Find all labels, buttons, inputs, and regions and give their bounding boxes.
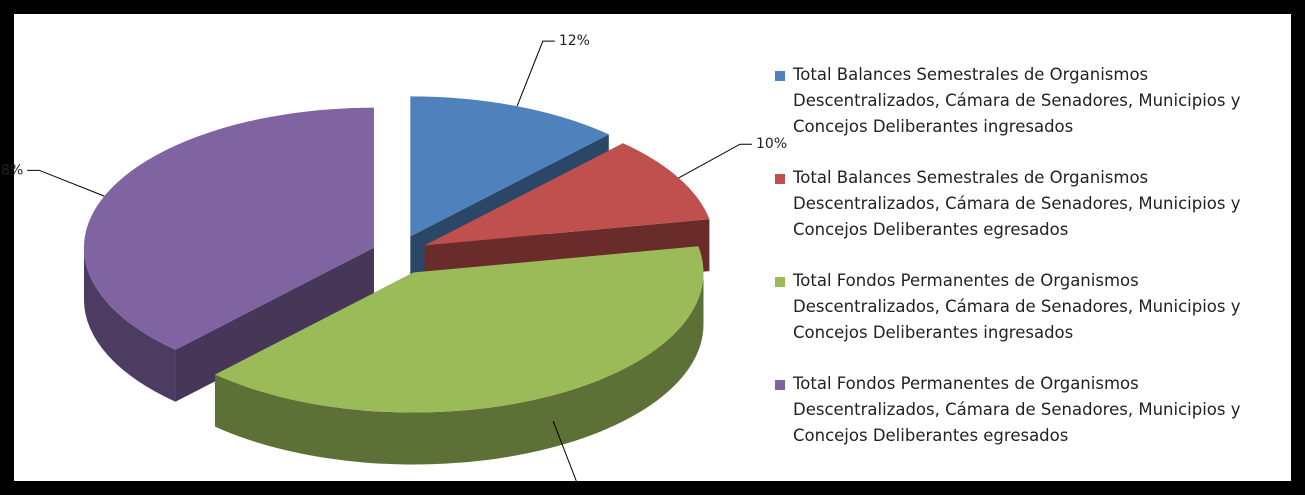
slice-wall bbox=[214, 272, 704, 465]
legend-swatch bbox=[775, 277, 785, 287]
slice bbox=[410, 96, 609, 237]
legend-swatch bbox=[775, 174, 785, 184]
data-label: 10% bbox=[756, 136, 787, 152]
legend-label: Total Balances Semestrales de Organismos… bbox=[793, 168, 1241, 239]
legend-entry: Total Fondos Permanentes de Organismos D… bbox=[775, 371, 1285, 449]
legend-entry: Total Balances Semestrales de Organismos… bbox=[775, 62, 1285, 140]
tops bbox=[83, 96, 710, 413]
slice-side bbox=[175, 247, 374, 402]
data-label: 12% bbox=[559, 33, 590, 49]
legend-swatch bbox=[775, 380, 785, 390]
outer bbox=[83, 247, 704, 465]
leader-line bbox=[552, 421, 583, 495]
legend: Total Balances Semestrales de Organismos… bbox=[775, 62, 1285, 474]
slice bbox=[214, 246, 704, 413]
labels: 12%10%40%38% bbox=[0, 33, 787, 495]
legend-label: Total Fondos Permanentes de Organismos D… bbox=[793, 374, 1241, 445]
slice bbox=[83, 107, 374, 350]
slice-wall bbox=[83, 247, 176, 402]
slice bbox=[424, 143, 710, 246]
data-label: 38% bbox=[0, 162, 23, 178]
legend-entry: Total Balances Semestrales de Organismos… bbox=[775, 165, 1285, 243]
legend-label: Total Balances Semestrales de Organismos… bbox=[793, 65, 1241, 136]
legend-swatch bbox=[775, 71, 785, 81]
legend-entry: Total Fondos Permanentes de Organismos D… bbox=[775, 268, 1285, 346]
leader-line bbox=[516, 40, 555, 107]
leader-line bbox=[27, 169, 105, 197]
leader-line bbox=[678, 143, 753, 179]
legend-label: Total Fondos Permanentes de Organismos D… bbox=[793, 271, 1241, 342]
